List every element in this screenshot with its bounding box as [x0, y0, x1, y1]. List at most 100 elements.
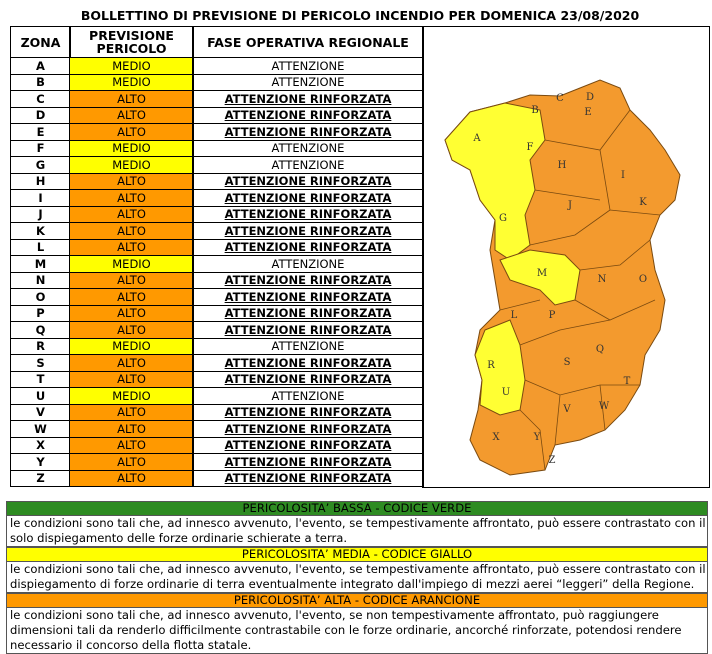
zone: U: [10, 387, 71, 405]
phase: ATTENZIONE: [192, 139, 424, 157]
legend-text: le condizioni sono tali che, ad innesco …: [10, 608, 659, 622]
zone: X: [10, 436, 71, 454]
zone: S: [10, 354, 71, 372]
phase: ATTENZIONE RINFORZATA: [192, 189, 424, 207]
phase: ATTENZIONE: [192, 387, 424, 405]
level: ALTO: [69, 90, 194, 108]
phase: ATTENZIONE: [192, 57, 424, 75]
legend-box: [6, 516, 708, 547]
level: MEDIO: [69, 156, 194, 174]
legend-text: le condizioni sono tali che, ad innesco …: [10, 562, 706, 576]
zone: Y: [10, 453, 71, 471]
level: ALTO: [69, 370, 194, 388]
legend-heading: PERICOLOSITA’ MEDIA - CODICE GIALLO: [6, 547, 708, 562]
level: ALTO: [69, 205, 194, 223]
legend-text: necessario il concorso della flotta stat…: [10, 638, 252, 652]
level: MEDIO: [69, 57, 194, 75]
legend-text: le condizioni sono tali che, ad innesco …: [10, 516, 706, 530]
zone: M: [10, 255, 71, 273]
zone: N: [10, 271, 71, 289]
zone: L: [10, 238, 71, 256]
level: MEDIO: [69, 139, 194, 157]
phase: ATTENZIONE RINFORZATA: [192, 354, 424, 372]
legend-heading: PERICOLOSITA’ ALTA - CODICE ARANCIONE: [6, 593, 708, 608]
phase: ATTENZIONE RINFORZATA: [192, 304, 424, 322]
map-label: U: [502, 387, 510, 398]
map-label: L: [511, 310, 518, 321]
map-label: T: [624, 376, 631, 387]
map-label: C: [556, 93, 564, 104]
phase: ATTENZIONE RINFORZATA: [192, 106, 424, 124]
yellow-zone: [444, 102, 546, 261]
zone: A: [10, 57, 71, 75]
legend-text: dispiegamento di forze ordinarie di terr…: [10, 577, 695, 591]
phase: ATTENZIONE RINFORZATA: [192, 271, 424, 289]
legend-text: solo dispiegamento delle forze ordinarie…: [10, 531, 348, 545]
header-cell: ZONA: [10, 26, 71, 58]
level: ALTO: [69, 271, 194, 289]
zone: Z: [10, 469, 71, 487]
zone: P: [10, 304, 71, 322]
phase: ATTENZIONE RINFORZATA: [192, 238, 424, 256]
phase: ATTENZIONE RINFORZATA: [192, 403, 424, 421]
level: ALTO: [69, 469, 194, 487]
phase: ATTENZIONE RINFORZATA: [192, 321, 424, 339]
legend-text: dimensioni tali da renderlo difficilment…: [10, 623, 682, 637]
phase: ATTENZIONE RINFORZATA: [192, 205, 424, 223]
map-label: X: [492, 432, 500, 443]
zone: V: [10, 403, 71, 421]
zone: O: [10, 288, 71, 306]
map-label: O: [639, 274, 647, 285]
map-label: Z: [549, 455, 556, 466]
zone: J: [10, 205, 71, 223]
level: ALTO: [69, 354, 194, 372]
phase: ATTENZIONE RINFORZATA: [192, 288, 424, 306]
map-label: J: [567, 200, 572, 211]
map-label: H: [558, 160, 567, 171]
level: MEDIO: [69, 337, 194, 355]
zone: Q: [10, 321, 71, 339]
zone: B: [10, 73, 71, 91]
map-label: R: [487, 360, 495, 371]
legend-box: [6, 562, 708, 593]
phase: ATTENZIONE RINFORZATA: [192, 123, 424, 141]
zone: G: [10, 156, 71, 174]
legend-heading: PERICOLOSITA’ BASSA - CODICE VERDE: [6, 501, 708, 516]
title: BOLLETTINO DI PREVISIONE DI PERICOLO INC…: [80, 8, 640, 23]
phase: ATTENZIONE RINFORZATA: [192, 90, 424, 108]
map-label: B: [531, 105, 538, 116]
level: ALTO: [69, 420, 194, 438]
zone: F: [10, 139, 71, 157]
phase: ATTENZIONE: [192, 73, 424, 91]
level: MEDIO: [69, 387, 194, 405]
zone: H: [10, 172, 71, 190]
map-label: P: [549, 310, 556, 321]
zone: E: [10, 123, 71, 141]
map-label: I: [621, 170, 625, 181]
level: ALTO: [69, 321, 194, 339]
phase: ATTENZIONE: [192, 255, 424, 273]
map-label: Q: [596, 344, 604, 355]
phase: ATTENZIONE RINFORZATA: [192, 370, 424, 388]
phase: ATTENZIONE RINFORZATA: [192, 420, 424, 438]
map-label: S: [564, 357, 571, 368]
zone: T: [10, 370, 71, 388]
map-label: M: [537, 268, 547, 279]
map-label: E: [584, 107, 591, 118]
phase: ATTENZIONE: [192, 156, 424, 174]
phase: ATTENZIONE RINFORZATA: [192, 222, 424, 240]
phase: ATTENZIONE: [192, 337, 424, 355]
phase: ATTENZIONE RINFORZATA: [192, 453, 424, 471]
map-label: F: [527, 142, 534, 153]
map-label: G: [499, 213, 507, 224]
level: ALTO: [69, 453, 194, 471]
level: ALTO: [69, 304, 194, 322]
level: ALTO: [69, 436, 194, 454]
level: ALTO: [69, 222, 194, 240]
map-label: A: [472, 133, 481, 144]
zone-borders: [499, 109, 661, 471]
level: MEDIO: [69, 73, 194, 91]
phase: ATTENZIONE RINFORZATA: [192, 436, 424, 454]
header-cell: FASE OPERATIVA REGIONALE: [192, 26, 424, 58]
level: ALTO: [69, 403, 194, 421]
